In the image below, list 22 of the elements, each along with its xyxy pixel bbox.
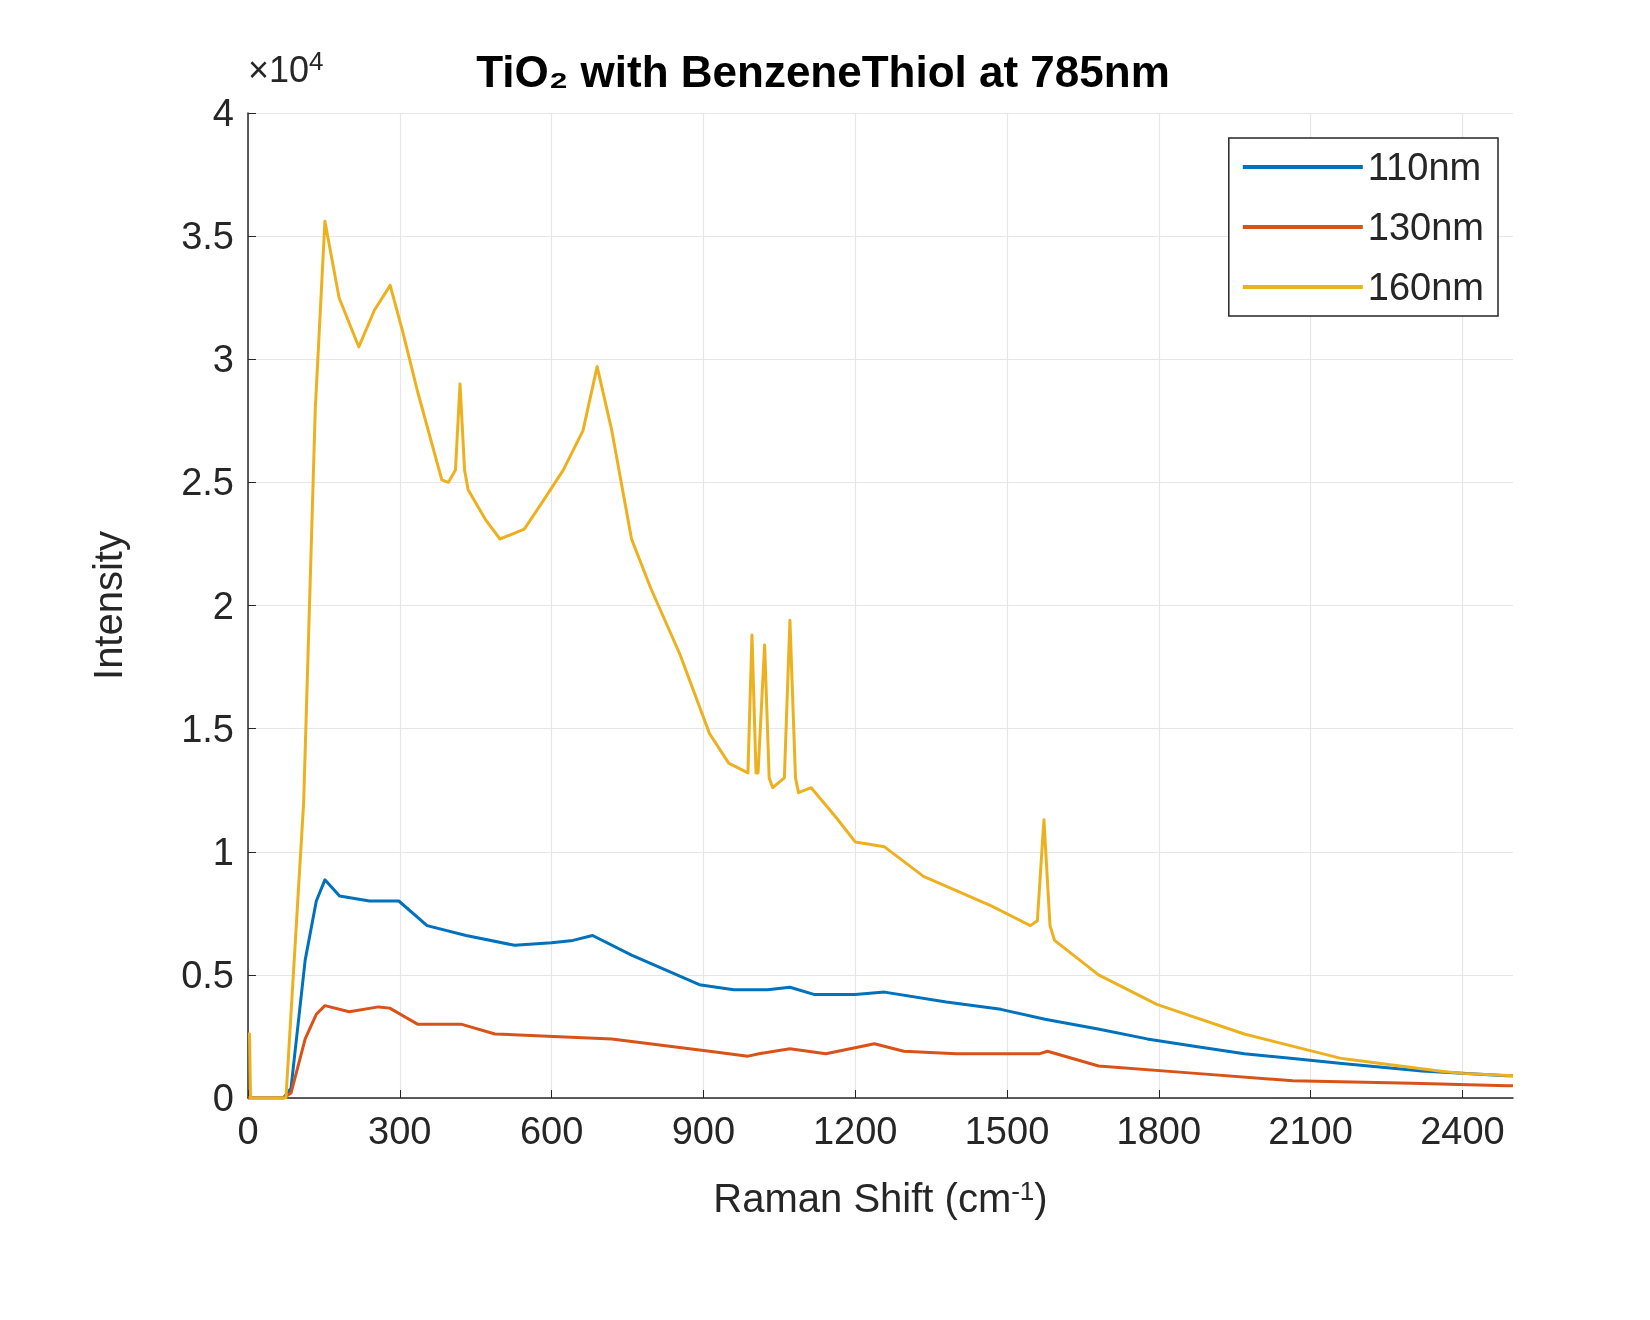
y-tick-label: 2 <box>212 584 234 627</box>
chart-title: TiO₂ with BenzeneThiol at 785nm <box>476 46 1170 96</box>
y-tick-label: 3.5 <box>181 215 234 258</box>
x-tick-label: 1200 <box>812 1110 898 1152</box>
x-tick-label: 300 <box>368 1110 432 1152</box>
x-tick-label: 1800 <box>1116 1110 1202 1152</box>
legend-label: 110nm <box>1367 146 1482 188</box>
y-tick-label: 2.5 <box>181 461 234 504</box>
y-tick-label: 0 <box>212 1077 234 1119</box>
y-tick-label: 1.5 <box>181 707 234 750</box>
y-tick-label: 3 <box>212 338 234 381</box>
y-tick-label: 0.5 <box>181 953 234 996</box>
x-tick-label: 900 <box>671 1110 736 1152</box>
x-tick-label: 2400 <box>1420 1110 1505 1152</box>
x-tick-label: 2100 <box>1268 1110 1353 1152</box>
legend-label: 160nm <box>1367 266 1485 308</box>
y-axis-title: Intensity <box>86 531 130 680</box>
x-tick-label: 1500 <box>964 1110 1050 1152</box>
y-tick-label: 1 <box>212 830 234 873</box>
legend-label: 130nm <box>1367 206 1485 248</box>
y-tick-label: 4 <box>212 92 234 134</box>
x-tick-label: 600 <box>519 1110 584 1152</box>
